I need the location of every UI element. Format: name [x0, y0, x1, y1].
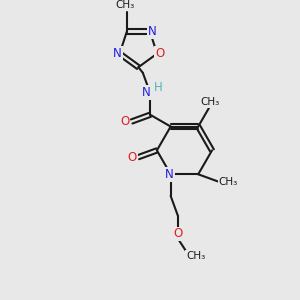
Text: N: N: [142, 85, 151, 99]
Text: CH₃: CH₃: [186, 251, 206, 261]
Text: O: O: [128, 151, 137, 164]
Text: N: N: [113, 47, 122, 60]
Text: N: N: [148, 25, 156, 38]
Text: CH₃: CH₃: [115, 0, 134, 10]
Text: CH₃: CH₃: [219, 177, 238, 188]
Text: O: O: [120, 115, 130, 128]
Text: CH₃: CH₃: [200, 97, 220, 107]
Text: N: N: [165, 168, 174, 181]
Text: H: H: [154, 81, 163, 94]
Text: O: O: [173, 227, 183, 241]
Text: O: O: [155, 47, 165, 60]
